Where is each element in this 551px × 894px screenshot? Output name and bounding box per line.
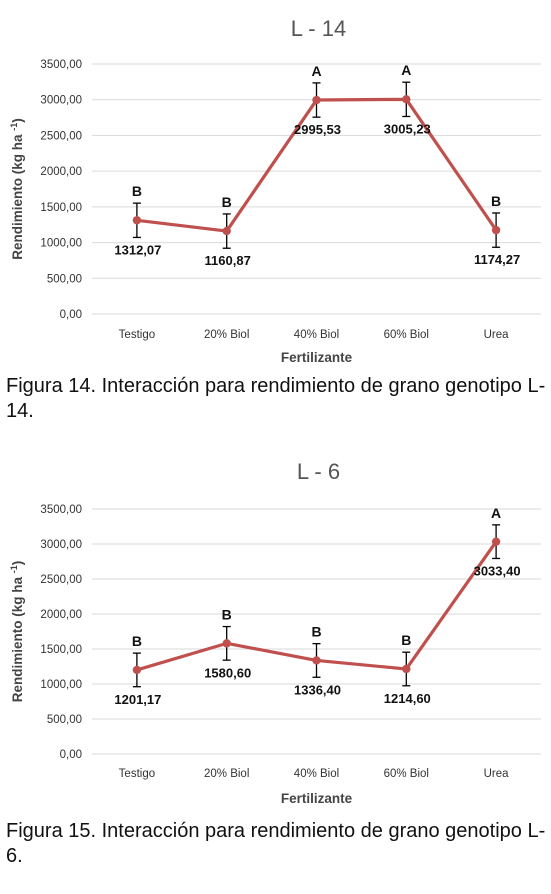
- y-tick-label: 3500,00: [40, 59, 82, 71]
- y-tick-label: 0,00: [60, 749, 82, 761]
- significance-letter: B: [222, 194, 232, 210]
- figure-14: L - 14 0,00 500,00 1000,00 1500,00 2000,00 250…: [0, 0, 551, 440]
- data-label: 1580,60: [204, 665, 251, 680]
- y-axis-title-sup: -1: [9, 123, 19, 131]
- data-point: [222, 639, 231, 648]
- x-tick-label: Testigo: [119, 329, 155, 341]
- y-tick-label: 3000,00: [40, 539, 82, 551]
- y-axis-title: Rendimiento (kg ha -1): [9, 118, 25, 260]
- data-label: 2995,53: [294, 122, 341, 137]
- data-point: [312, 95, 321, 105]
- chart-l14: L - 14 0,00 500,00 1000,00 1500,00 2000,00 250…: [9, 16, 541, 365]
- figure-15: L - 6 0,00 500,00 1000,00 1500,00 2000,00 2500…: [0, 447, 551, 894]
- figure-caption: Figura 15. Interacción para rendimiento …: [6, 820, 546, 867]
- data-label: 1336,40: [294, 682, 341, 697]
- y-axis-title-end: ): [10, 561, 25, 566]
- data-point: [491, 537, 501, 546]
- significance-letter: B: [491, 193, 501, 209]
- x-tick-label: Urea: [484, 768, 510, 780]
- x-tick-label: 40% Biol: [294, 768, 339, 780]
- y-axis-title: Rendimiento (kg ha -1): [9, 561, 25, 703]
- data-point: [132, 216, 142, 225]
- y-axis-title-end: ): [10, 118, 25, 123]
- y-tick-label: 500,00: [47, 273, 82, 285]
- y-tick-label: 1500,00: [40, 644, 82, 656]
- y-tick-label: 2000,00: [40, 609, 82, 621]
- y-tick-label: 2500,00: [40, 574, 82, 586]
- data-label: 3005,23: [384, 121, 431, 136]
- data-point: [222, 226, 231, 236]
- x-axis-title: Fertilizante: [281, 791, 353, 806]
- data-label: 1312,07: [114, 242, 161, 257]
- significance-letter: B: [132, 633, 142, 649]
- y-tick-label: 1000,00: [40, 679, 82, 691]
- y-tick-label: 0,00: [60, 309, 82, 321]
- significance-letter: A: [491, 505, 501, 521]
- chart-title: L - 14: [291, 16, 346, 41]
- series-line: [136, 97, 498, 233]
- data-label: 3033,40: [474, 564, 521, 579]
- x-tick-label: 20% Biol: [204, 768, 249, 780]
- significance-letter: B: [311, 624, 321, 640]
- x-tick-label: 60% Biol: [384, 768, 429, 780]
- figure-caption: Figura 14. Interacción para rendimiento …: [6, 375, 546, 422]
- y-tick-label: 2500,00: [40, 130, 82, 142]
- x-axis-title: Fertilizante: [281, 350, 353, 365]
- data-label: 1214,60: [384, 691, 431, 706]
- data-point: [402, 664, 411, 674]
- data-point: [312, 656, 321, 665]
- y-tick-label: 1000,00: [40, 238, 82, 250]
- y-tick-label: 500,00: [47, 714, 82, 726]
- y-axis-title-main: Rendimiento (kg ha: [10, 131, 25, 260]
- x-tick-label: 20% Biol: [204, 329, 249, 341]
- significance-letter: B: [132, 183, 142, 199]
- data-point: [132, 665, 142, 675]
- x-tick-label: Testigo: [119, 768, 155, 780]
- data-label: 1174,27: [474, 252, 520, 267]
- data-point: [491, 225, 501, 235]
- x-tick-label: Urea: [484, 329, 510, 341]
- significance-letter: B: [222, 607, 232, 623]
- x-tick-label: 40% Biol: [294, 329, 339, 341]
- chart-title: L - 6: [297, 459, 340, 484]
- y-axis-title-sup: -1: [9, 565, 19, 573]
- significance-letter: A: [401, 62, 411, 78]
- y-axis-title-main: Rendimiento (kg ha: [10, 573, 25, 702]
- y-tick-label: 3500,00: [40, 504, 82, 516]
- data-label: 1201,17: [114, 692, 161, 707]
- y-tick-label: 2000,00: [40, 166, 82, 178]
- significance-letter: B: [401, 632, 411, 648]
- chart-l6: L - 6 0,00 500,00 1000,00 1500,00 2000,00 2500…: [9, 459, 541, 806]
- data-point: [402, 95, 411, 104]
- y-tick-label: 1500,00: [40, 202, 82, 214]
- y-tick-label: 3000,00: [40, 95, 82, 107]
- significance-letter: A: [311, 63, 321, 79]
- x-tick-label: 60% Biol: [384, 329, 429, 341]
- data-label: 1160,87: [205, 253, 251, 268]
